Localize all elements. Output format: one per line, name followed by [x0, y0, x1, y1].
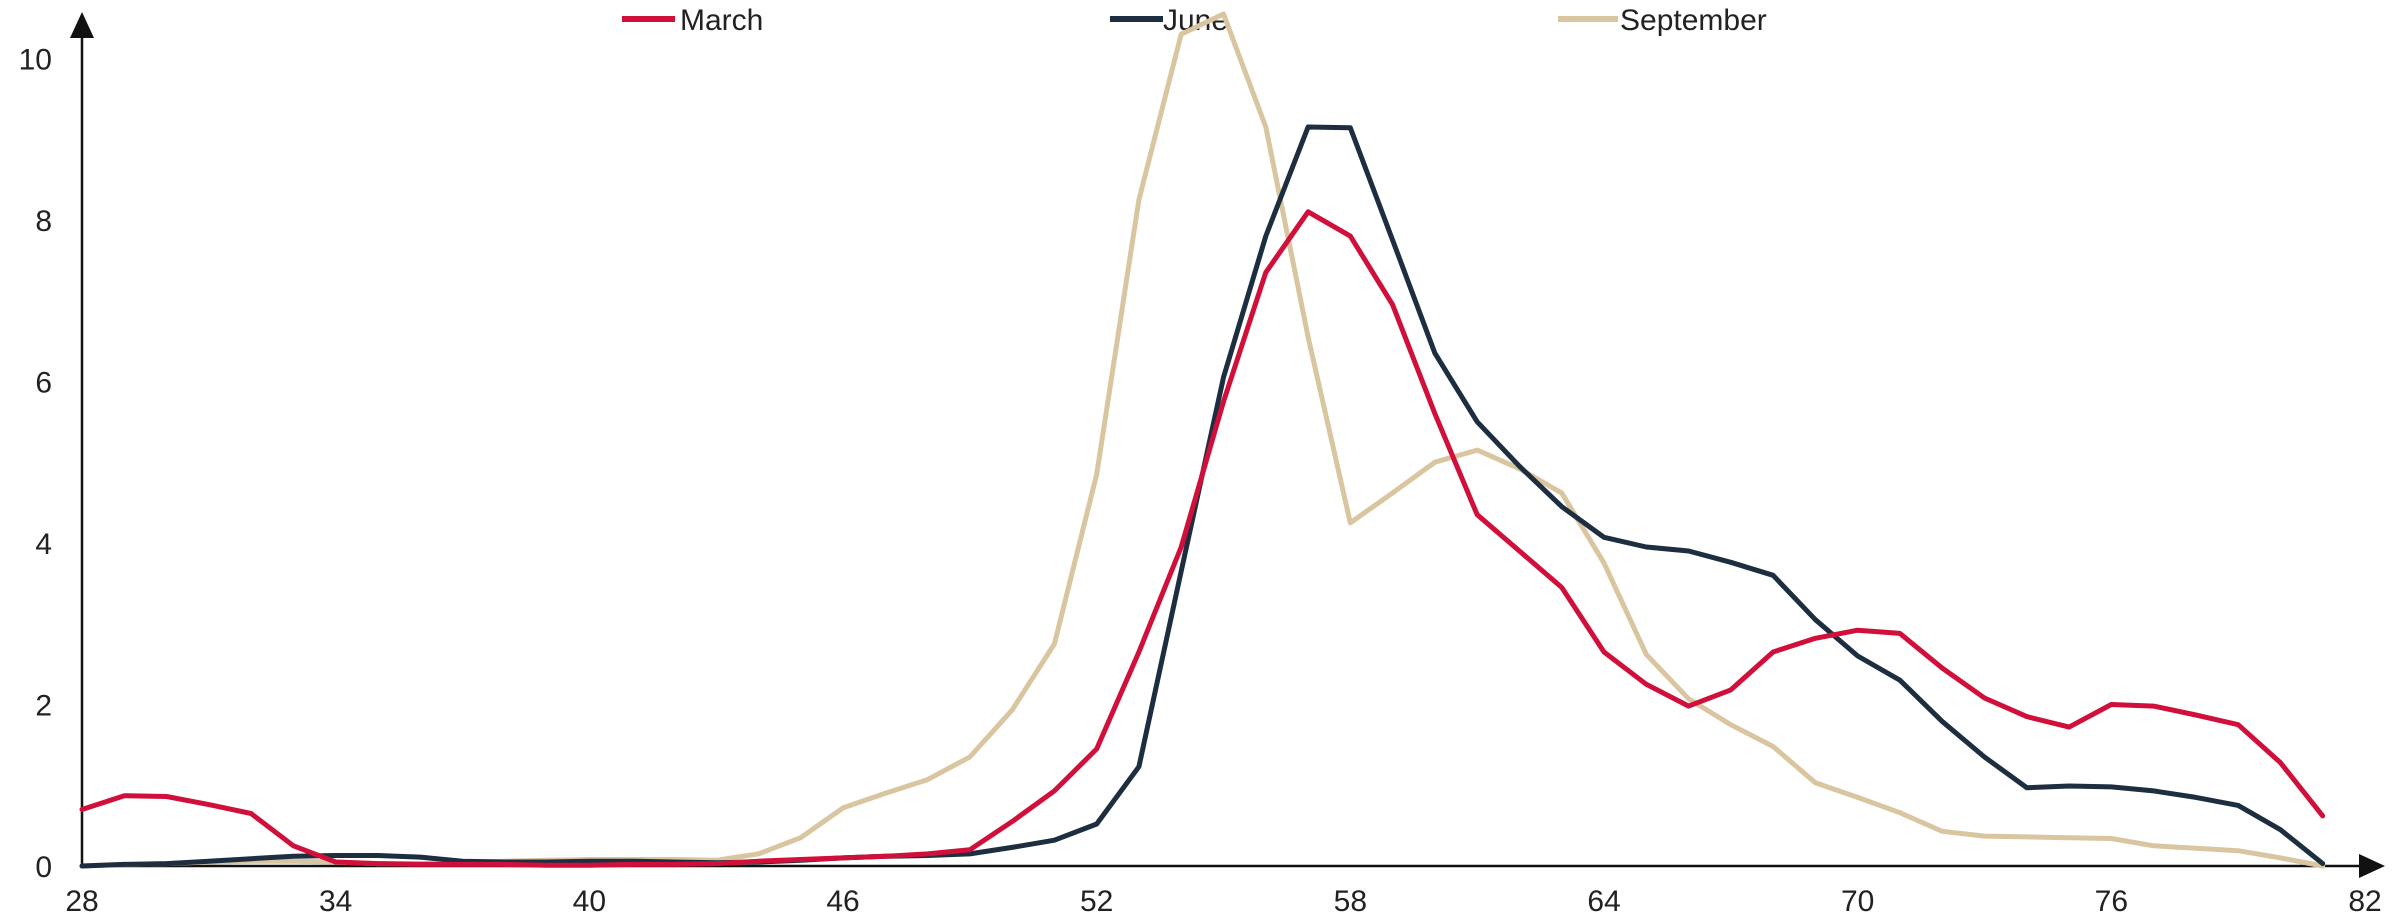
x-tick-label: 34	[319, 885, 352, 918]
y-tick-label: 10	[19, 43, 52, 76]
legend-item-june[interactable]: June	[1110, 4, 1228, 37]
chart-axes	[70, 12, 2385, 878]
x-tick-label: 70	[1841, 885, 1874, 918]
y-tick-labels: 0 2 4 6 8 10	[19, 43, 52, 884]
chart-legend: March June September	[622, 4, 1767, 37]
y-tick-label: 0	[35, 851, 52, 884]
y-tick-label: 8	[35, 205, 52, 238]
x-tick-label: 64	[1587, 885, 1620, 918]
x-tick-label: 46	[826, 885, 859, 918]
series-line-june	[79, 124, 2326, 869]
series-lines	[79, 11, 2326, 869]
x-axis-arrow	[2359, 854, 2385, 878]
y-tick-label: 6	[35, 366, 52, 399]
series-line-march	[79, 209, 2326, 868]
x-tick-label: 40	[573, 885, 606, 918]
x-tick-label: 82	[2348, 885, 2381, 918]
legend-label-june: June	[1163, 4, 1228, 37]
legend-item-march[interactable]: March	[622, 4, 763, 37]
x-tick-label: 28	[65, 885, 98, 918]
y-tick-label: 2	[35, 689, 52, 722]
x-tick-label: 58	[1334, 885, 1367, 918]
series-line-september	[79, 11, 2326, 869]
x-tick-label: 76	[2095, 885, 2128, 918]
x-tick-label: 52	[1080, 885, 1113, 918]
y-axis-arrow	[70, 12, 94, 38]
legend-item-september[interactable]: September	[1558, 4, 1767, 37]
legend-label-march: March	[680, 4, 763, 37]
y-tick-label: 4	[35, 528, 52, 561]
x-tick-labels: 28 34 40 46 52 58 64 70 76 82	[65, 885, 2381, 918]
legend-label-september: September	[1620, 4, 1767, 37]
